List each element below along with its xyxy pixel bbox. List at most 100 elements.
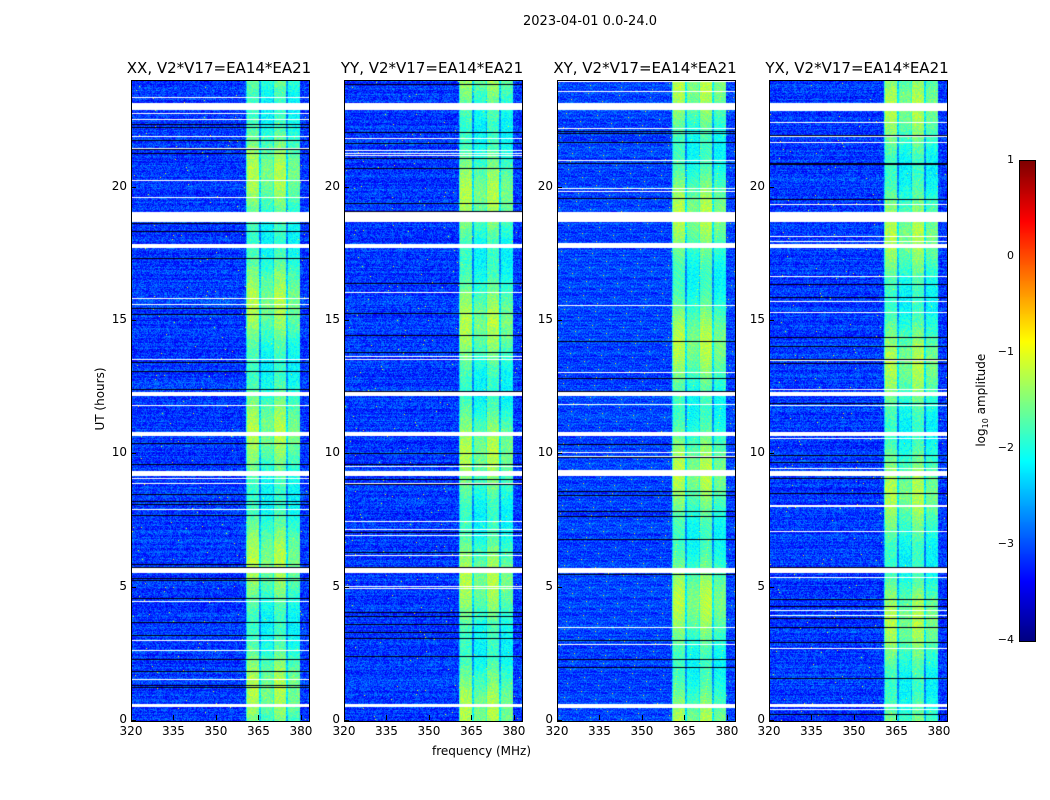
x-tick-label: 350	[417, 724, 441, 738]
y-tick-label: 0	[545, 712, 553, 726]
x-tick-mark	[896, 715, 898, 720]
x-tick-mark	[258, 715, 260, 720]
x-tick-label: 350	[204, 724, 228, 738]
y-tick-label: 10	[749, 445, 765, 460]
x-tick-mark	[811, 715, 813, 720]
heatmap-panel-0	[131, 80, 310, 722]
y-tick-label: 15	[111, 312, 127, 326]
y-tick-mark	[344, 586, 349, 588]
x-tick-label: 335	[800, 724, 823, 738]
y-tick-mark	[769, 586, 774, 588]
colorbar-tick-label: 1	[1007, 153, 1014, 166]
x-tick-label: 365	[672, 724, 696, 738]
x-tick-label: 320	[545, 724, 569, 738]
x-tick-label: 365	[246, 724, 270, 738]
y-tick-mark	[769, 453, 774, 455]
colorbar-tick-label: −1	[997, 345, 1014, 358]
y-tick-mark	[131, 586, 136, 588]
x-tick-label: 350	[842, 724, 866, 738]
panel-title: YX, V2*V17=EA14*EA21	[765, 59, 949, 77]
x-tick-label: 365	[884, 724, 908, 738]
y-tick-label: 20	[537, 178, 553, 193]
colorbar-tick-label: −2	[997, 441, 1014, 454]
x-tick-label: 380	[715, 724, 739, 738]
colorbar-label: log10 amplitude	[974, 340, 990, 460]
figure-title: 2023-04-01 0.0-24.0	[523, 14, 657, 29]
y-tick-mark	[344, 720, 349, 721]
y-tick-label: 0	[119, 712, 127, 726]
y-tick-mark	[131, 186, 136, 188]
colorbar-label-sub: 10	[981, 418, 991, 429]
y-tick-label: 15	[749, 312, 765, 326]
x-tick-mark	[300, 715, 302, 720]
heatmap-panel-2	[557, 80, 736, 722]
y-tick-mark	[557, 720, 562, 721]
x-tick-label: 320	[119, 724, 143, 738]
x-tick-label: 335	[162, 724, 185, 738]
x-tick-mark	[344, 715, 345, 720]
x-tick-mark	[215, 715, 217, 720]
x-tick-mark	[513, 715, 515, 720]
y-tick-mark	[344, 453, 349, 455]
y-tick-mark	[557, 586, 562, 588]
x-tick-mark	[386, 715, 388, 720]
x-tick-label: 320	[757, 724, 781, 738]
x-tick-mark	[938, 715, 940, 720]
colorbar-label-log: log	[973, 428, 988, 447]
panel-title: YY, V2*V17=EA14*EA21	[340, 59, 524, 77]
y-tick-label: 15	[537, 312, 553, 326]
y-tick-mark	[131, 720, 136, 721]
y-tick-mark	[557, 186, 562, 188]
x-tick-label: 380	[289, 724, 313, 738]
y-tick-mark	[769, 320, 774, 321]
colorbar-tick-label: −4	[997, 633, 1014, 646]
y-tick-label: 10	[537, 445, 553, 460]
y-tick-label: 20	[324, 178, 340, 193]
x-tick-mark	[853, 715, 855, 720]
y-tick-label: 5	[119, 578, 127, 593]
x-tick-label: 365	[459, 724, 483, 738]
x-tick-mark	[599, 715, 601, 720]
x-axis-label: frequency (MHz)	[432, 744, 532, 758]
x-tick-mark	[769, 715, 770, 720]
y-tick-label: 10	[111, 445, 127, 460]
x-tick-mark	[726, 715, 728, 720]
x-tick-label: 380	[927, 724, 951, 738]
y-tick-label: 15	[324, 312, 340, 326]
x-tick-mark	[173, 715, 175, 720]
panel-title: XX, V2*V17=EA14*EA21	[126, 59, 312, 77]
y-tick-label: 10	[324, 445, 340, 460]
y-tick-label: 5	[757, 578, 765, 593]
colorbar	[1019, 160, 1036, 642]
x-tick-mark	[131, 715, 132, 720]
y-tick-label: 20	[111, 178, 127, 193]
y-tick-mark	[344, 186, 349, 188]
x-tick-label: 350	[630, 724, 654, 738]
y-tick-mark	[131, 453, 136, 455]
colorbar-tick-label: −3	[997, 537, 1014, 550]
x-tick-label: 320	[332, 724, 356, 738]
x-tick-mark	[428, 715, 430, 720]
x-tick-label: 335	[588, 724, 611, 738]
y-axis-label: UT (hours)	[93, 367, 107, 431]
x-tick-mark	[557, 715, 558, 720]
y-tick-label: 0	[332, 712, 340, 726]
y-tick-mark	[344, 320, 349, 321]
panel-title: XY, V2*V17=EA14*EA21	[553, 59, 737, 77]
x-tick-mark	[684, 715, 686, 720]
y-tick-label: 20	[749, 178, 765, 193]
y-tick-mark	[769, 720, 774, 721]
y-tick-label: 5	[545, 578, 553, 593]
y-tick-label: 0	[757, 712, 765, 726]
heatmap-panel-1	[344, 80, 523, 722]
y-tick-mark	[131, 320, 136, 321]
y-tick-mark	[769, 186, 774, 188]
colorbar-tick-label: 0	[1007, 249, 1014, 262]
x-tick-label: 335	[375, 724, 398, 738]
colorbar-label-rest: amplitude	[973, 353, 988, 419]
y-tick-mark	[557, 320, 562, 321]
y-tick-mark	[557, 453, 562, 455]
y-tick-label: 5	[332, 578, 340, 593]
heatmap-panel-3	[769, 80, 948, 722]
x-tick-mark	[641, 715, 643, 720]
